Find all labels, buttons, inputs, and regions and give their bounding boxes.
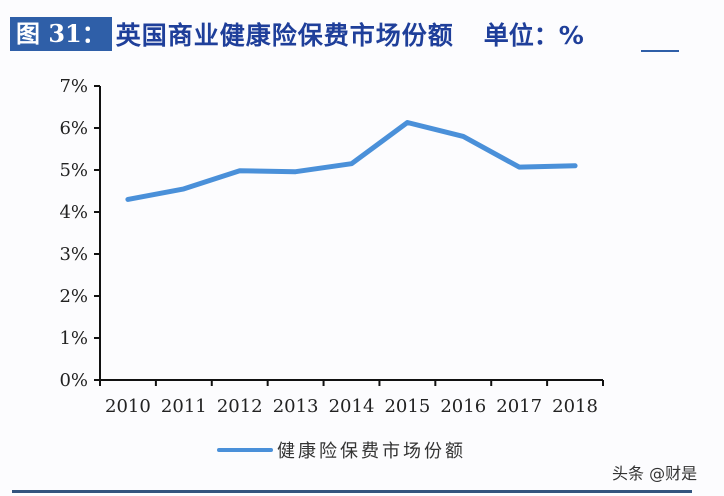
x-tick-label: 2014: [329, 396, 375, 417]
y-tick-label: 1%: [59, 328, 88, 349]
x-tick-label: 2013: [273, 396, 319, 417]
unit-label: 单位：%: [483, 21, 584, 50]
y-tick-label: 6%: [59, 118, 88, 139]
y-tick-label: 7%: [59, 76, 88, 97]
x-axis: 2010 2011 2012 2013 2014 2015 2016 2017 2018: [99, 379, 604, 417]
figure-label: 图 31：: [10, 17, 112, 51]
watermark: 头条 @财是: [612, 464, 698, 483]
line-chart: 0%1%2%3%4%5%6%7% 2010 2011 2012 2013 2014 201…: [59, 76, 604, 417]
title-underline: [641, 50, 679, 52]
chart-title: 英国商业健康险保费市场份额: [115, 21, 454, 50]
legend-label: 健康险保费市场份额: [277, 441, 466, 462]
x-tick-label: 2018: [552, 396, 598, 417]
y-axis: 0% 1% 2% 3% 4% 5% 6% 7%: [59, 76, 101, 391]
x-tick-label: 2012: [217, 396, 263, 417]
y-tick-label: 4%: [59, 202, 88, 223]
y-tick-label: 5%: [59, 160, 88, 181]
x-tick-label: 2010: [105, 396, 151, 417]
legend: 健康险保费市场份额: [217, 437, 466, 463]
y-tick-label: 2%: [59, 286, 88, 307]
chart-title-bar: 图 31： 英国商业健康险保费市场份额 单位：%: [10, 16, 584, 52]
legend-swatch: [217, 448, 273, 452]
x-tick-label: 2011: [161, 396, 207, 417]
x-tick-label: 2015: [384, 396, 430, 417]
x-tick-label: 2017: [496, 396, 542, 417]
y-tick-label: 3%: [59, 244, 88, 265]
y-tick-label: 0%: [59, 370, 88, 391]
footer-rule: [12, 490, 692, 493]
series-line: [125, 120, 578, 202]
x-tick-label: 2016: [440, 396, 486, 417]
